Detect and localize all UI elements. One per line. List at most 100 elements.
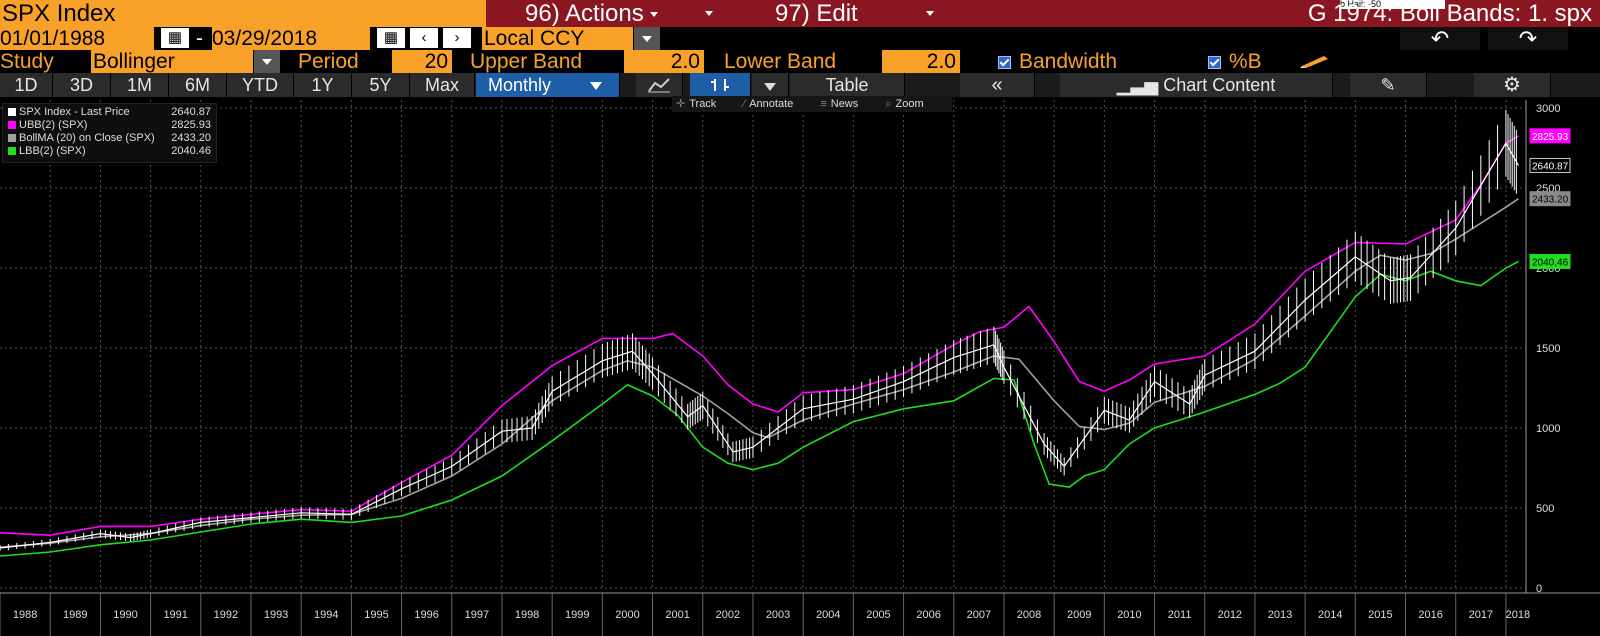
x-tick-label: 2012 (1218, 609, 1242, 621)
news-tool[interactable]: ≡ News (820, 98, 870, 110)
start-calendar-icon[interactable]: ▦ (161, 28, 189, 48)
legend-row-lower: LBB(2) (SPX) 2040.46 (8, 145, 213, 158)
chart-content-button[interactable]: ▁▃▅ Chart Content (1060, 73, 1333, 97)
legend-value: 2040.46 (171, 145, 211, 157)
zoom-tool[interactable]: ⌕ Zoom (885, 98, 935, 110)
period-1m-button[interactable]: 1M (111, 73, 169, 97)
legend-value: 2825.93 (171, 119, 211, 131)
x-tick-label: 2018 (1506, 609, 1530, 621)
track-tool[interactable]: ✛ Track (676, 98, 728, 110)
price-chart[interactable]: 0500100015002000250030001988198919901991… (0, 97, 1600, 636)
chart-type-dropdown-icon[interactable] (752, 73, 789, 97)
x-tick-label: 2001 (665, 609, 689, 621)
edit-dropdown-icon[interactable] (926, 11, 934, 16)
collapse-icon[interactable]: « (960, 73, 1035, 97)
x-tick-label: 2008 (1017, 609, 1041, 621)
legend-swatch (8, 121, 16, 130)
x-tick-label: 1992 (214, 609, 238, 621)
table-button[interactable]: Table (790, 73, 905, 97)
x-tick-label: 2000 (615, 609, 639, 621)
y-tick-label: 1500 (1536, 343, 1560, 355)
legend-name: LBB(2) (SPX) (19, 145, 86, 157)
x-tick-label: 2014 (1318, 609, 1342, 621)
x-tick-label: 2013 (1268, 609, 1292, 621)
period-1y-button[interactable]: 1Y (294, 73, 352, 97)
pctb-checkbox[interactable] (1208, 55, 1221, 69)
period-3d-button[interactable]: 3D (53, 73, 111, 97)
currency-dropdown-icon[interactable] (633, 27, 660, 50)
x-tick-label: 1990 (113, 609, 137, 621)
study-label: Study (0, 50, 54, 73)
frequency-select[interactable]: Monthly (476, 73, 620, 97)
date-separator: - (196, 27, 203, 50)
legend-row-ma: BollMA (20) on Close (SPX) 2433.20 (8, 132, 213, 145)
value-tag-label: 2640.87 (1532, 161, 1569, 172)
actions-menu[interactable]: 96) Actions (525, 0, 658, 27)
upper-band-line (0, 135, 1519, 537)
start-date-input[interactable]: 01/01/1988 (0, 27, 154, 50)
header-bar: SPX Index 96) Actions 97) Edit b Hail: -… (0, 0, 1600, 27)
redo-icon[interactable]: ↷ (1488, 27, 1568, 50)
x-tick-label: 2017 (1469, 609, 1493, 621)
period-input[interactable]: 20 (392, 50, 452, 73)
lower-band-label: Lower Band (724, 50, 837, 73)
next-period-icon[interactable]: › (443, 28, 471, 48)
period-6m-button[interactable]: 6M (169, 73, 227, 97)
x-tick-label: 2004 (816, 609, 840, 621)
y-tick-label: 0 (1536, 583, 1542, 595)
x-tick-label: 1991 (163, 609, 187, 621)
x-tick-label: 2005 (866, 609, 890, 621)
x-tick-label: 2009 (1067, 609, 1091, 621)
study-bar: Study Bollinger Period 20 Upper Band 2.0… (0, 50, 1600, 73)
period-max-button[interactable]: Max (410, 73, 475, 97)
upper-band-input[interactable]: 2.0 (624, 50, 704, 73)
chart-content-label: Chart Content (1163, 75, 1276, 95)
y-tick-label: 1000 (1536, 423, 1560, 435)
x-tick-label: 1994 (314, 609, 338, 621)
study-select[interactable]: Bollinger (91, 50, 253, 73)
security-field[interactable]: SPX Index (0, 0, 486, 27)
legend-swatch (8, 134, 16, 143)
hint-popup: b Hail: -50 (1340, 0, 1445, 9)
x-tick-label: 2007 (967, 609, 991, 621)
x-tick-label: 1995 (364, 609, 388, 621)
x-tick-label: 1993 (264, 609, 288, 621)
value-tag-label: 2433.20 (1532, 195, 1569, 206)
news-label: News (830, 98, 859, 110)
prev-period-icon[interactable]: ‹ (410, 28, 438, 48)
frequency-label: Monthly (488, 75, 552, 95)
end-date-input[interactable]: 03/29/2018 (212, 27, 370, 50)
chart-tools: ✛ Track ∕ Annotate ≡ News ⌕ Zoom (672, 96, 952, 112)
lower-band-input[interactable]: 2.0 (882, 50, 960, 73)
currency-select[interactable]: Local CCY (482, 27, 634, 50)
pctb-toggle[interactable]: %B (1208, 50, 1262, 73)
legend-swatch (8, 108, 16, 117)
undo-icon[interactable]: ↶ (1400, 27, 1480, 50)
x-tick-label: 1997 (465, 609, 489, 621)
period-1d-button[interactable]: 1D (0, 73, 53, 97)
bandwidth-toggle[interactable]: Bandwidth (998, 50, 1117, 73)
actions-dropdown-icon[interactable] (705, 0, 725, 27)
bar-chart-icon[interactable] (690, 73, 751, 97)
x-tick-label: 2003 (766, 609, 790, 621)
bandwidth-checkbox[interactable] (998, 55, 1011, 69)
legend-name: SPX Index - Last Price (19, 106, 130, 118)
period-ytd-button[interactable]: YTD (227, 73, 294, 97)
edit-chart-icon[interactable]: ✎ (1350, 73, 1427, 97)
end-calendar-icon[interactable]: ▦ (377, 28, 405, 48)
period-5y-button[interactable]: 5Y (352, 73, 410, 97)
edit-menu[interactable]: 97) Edit (775, 0, 858, 27)
settings-gear-icon[interactable]: ⚙ (1474, 73, 1551, 97)
value-tag (1529, 128, 1571, 144)
x-tick-label: 1988 (13, 609, 37, 621)
x-tick-label: 2016 (1418, 609, 1442, 621)
lower-band-line (0, 260, 1519, 557)
pencil-icon[interactable] (1300, 54, 1330, 68)
legend-value: 2640.87 (171, 106, 211, 118)
frequency-dropdown-icon[interactable] (590, 82, 602, 90)
line-chart-icon[interactable] (636, 73, 683, 97)
value-tag (1529, 191, 1571, 207)
study-dropdown-icon[interactable] (253, 50, 280, 73)
annotate-tool[interactable]: ∕ Annotate (743, 98, 805, 110)
price-series-line (0, 142, 1520, 549)
